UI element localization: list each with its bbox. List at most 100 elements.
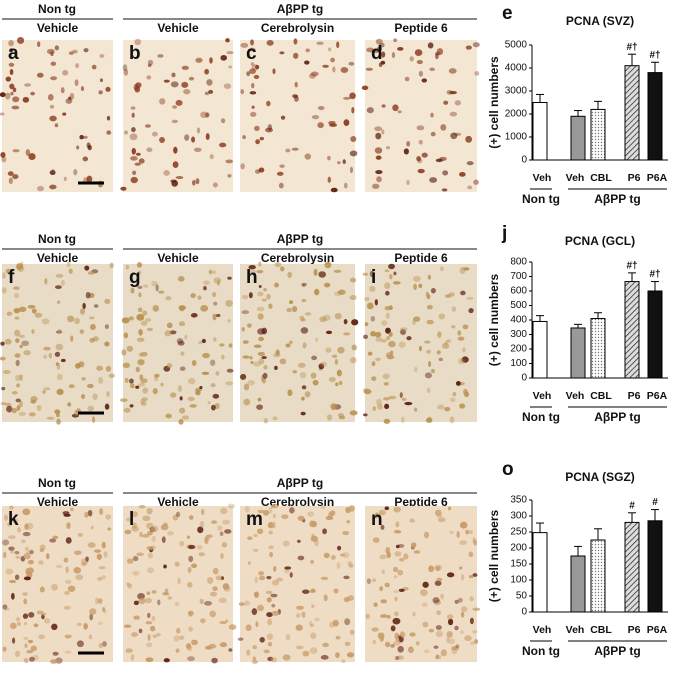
cell [25, 149, 31, 156]
cell [266, 597, 272, 603]
y-tick-label: 200 [510, 344, 527, 355]
cell [55, 273, 64, 278]
cell [342, 552, 350, 559]
cell [222, 519, 230, 525]
cell [240, 373, 247, 380]
cell [363, 334, 368, 340]
cell [188, 76, 195, 81]
cell [142, 387, 149, 394]
cell [322, 642, 330, 648]
cell [177, 276, 185, 282]
cell [257, 397, 262, 402]
cell [86, 383, 94, 389]
cell [23, 598, 28, 605]
cell [184, 334, 188, 340]
cell [9, 622, 17, 630]
cell [276, 577, 284, 582]
cell [16, 621, 22, 627]
cell [293, 38, 298, 45]
cell [18, 306, 27, 312]
cell [228, 343, 233, 348]
cell [187, 396, 195, 402]
cell [457, 336, 465, 341]
cell [1, 386, 6, 391]
cell [384, 506, 390, 511]
cell [0, 341, 5, 346]
cell [350, 136, 357, 143]
cell [9, 48, 14, 53]
cell [185, 643, 192, 649]
panel-letter: c [246, 43, 257, 64]
cell [370, 331, 376, 337]
cell [147, 59, 154, 66]
cell [297, 539, 301, 543]
cell [49, 184, 57, 190]
cell [25, 568, 30, 574]
cell [241, 310, 250, 315]
cell [22, 613, 29, 619]
cell [301, 298, 307, 303]
cell [414, 407, 418, 412]
cell [460, 606, 468, 613]
cell [142, 515, 151, 522]
cell [130, 383, 135, 389]
micrograph [2, 506, 113, 662]
cell [343, 596, 350, 603]
cell [258, 358, 265, 365]
cell [246, 71, 251, 77]
cell [8, 40, 14, 47]
cell [434, 564, 443, 571]
panel-letter: g [129, 267, 141, 288]
cell [257, 328, 265, 335]
cell [380, 60, 386, 65]
cell [363, 389, 372, 395]
cell [248, 47, 256, 52]
cell [4, 338, 12, 345]
cell [441, 342, 450, 349]
cell [351, 344, 357, 351]
cell [144, 124, 151, 128]
cell [142, 310, 148, 316]
cell [262, 372, 268, 379]
cell [92, 393, 98, 400]
cell [248, 265, 256, 270]
cell [388, 331, 393, 337]
cell [242, 340, 249, 344]
cell [313, 268, 318, 276]
bar [624, 65, 640, 161]
cell [472, 42, 480, 48]
cell [67, 315, 75, 323]
cell [76, 622, 83, 626]
cell [301, 385, 307, 390]
cell [281, 514, 289, 520]
cell [146, 75, 152, 80]
cell [93, 304, 99, 308]
cell [2, 539, 10, 546]
x-tick-label: CBL [590, 624, 612, 636]
cell [15, 338, 20, 343]
cell [279, 358, 287, 365]
cell [263, 649, 270, 654]
cell [16, 383, 21, 388]
cell [262, 510, 270, 516]
cell [442, 170, 449, 176]
cell [450, 132, 458, 140]
cell [79, 134, 84, 140]
cell [129, 404, 134, 408]
cell [203, 280, 210, 285]
cell [459, 521, 468, 529]
cell [406, 140, 411, 147]
cell [323, 282, 331, 288]
cell [314, 617, 320, 622]
cell [366, 107, 374, 114]
cell [287, 389, 293, 397]
cell [428, 628, 434, 633]
cell [170, 179, 177, 183]
cell [401, 416, 405, 424]
cell [254, 125, 260, 131]
cell [336, 41, 340, 49]
cell [9, 83, 15, 90]
cell [375, 336, 383, 342]
cell [130, 156, 138, 161]
cell [351, 319, 359, 326]
